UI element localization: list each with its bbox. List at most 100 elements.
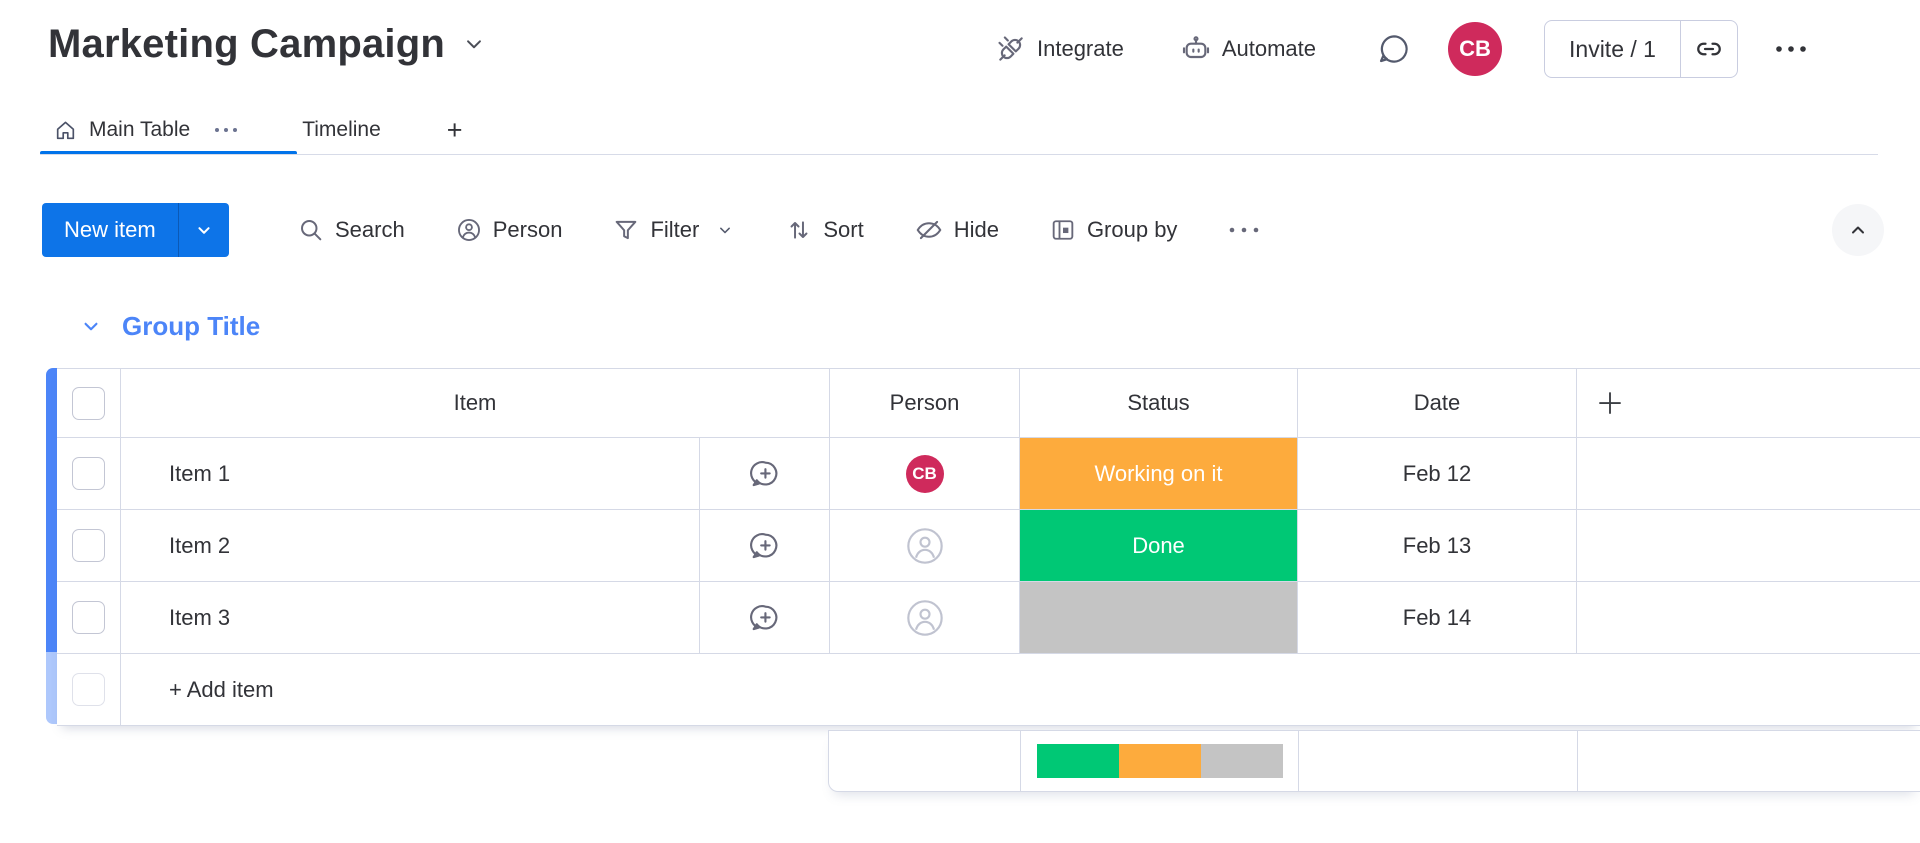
group-summary-row [828,730,1920,792]
empty-person-icon [905,526,945,566]
add-column-cell [1577,368,1920,438]
summary-empty-cell [1578,731,1920,791]
status-segment-done[interactable] [1036,744,1119,778]
integrate-plug-icon [995,33,1027,65]
person-filter-button[interactable]: Person [455,216,563,244]
add-item-row: + Add item [57,654,1920,726]
copy-link-button[interactable] [1679,21,1737,77]
add-conversation-icon[interactable] [748,601,782,635]
header-actions: Integrate Automate CB Invite / 1 [995,20,1810,78]
select-all-cell [57,368,121,438]
item-name-cell[interactable]: Item 2 [121,510,700,582]
table-header-row: Item Person Status Date [57,368,1920,438]
status-cell[interactable] [1020,582,1298,654]
chat-bubble-icon[interactable] [1376,31,1412,67]
collapse-toolbar-button[interactable] [1832,204,1884,256]
status-distribution-bar[interactable] [1036,744,1283,778]
summary-date-cell [1299,731,1578,791]
chevron-down-icon[interactable] [461,31,487,57]
conversation-cell[interactable] [700,582,830,654]
user-avatar[interactable]: CB [1448,22,1503,76]
invite-label[interactable]: Invite / 1 [1569,35,1656,62]
person-avatar[interactable]: CB [905,454,944,493]
new-item-button[interactable]: New item [42,203,229,257]
tab-main-table-label: Main Table [89,118,191,141]
group-title[interactable]: Group Title [122,310,261,341]
conversation-cell[interactable] [700,510,830,582]
integrate-button[interactable]: Integrate [995,33,1124,65]
item-name-cell[interactable]: Item 1 [121,438,700,510]
active-tab-underline [40,151,297,155]
tab-main-table[interactable]: Main Table [53,118,190,143]
new-item-dropdown[interactable] [177,203,229,257]
toolbar-more-ellipsis-icon[interactable] [1227,223,1261,237]
table-row: Item 3 Feb 14 [57,582,1920,654]
filter-button[interactable]: Filter [612,216,735,244]
status-segment-working[interactable] [1118,744,1201,778]
filter-funnel-icon [612,216,640,244]
row-select-cell [57,654,121,726]
group-header: Group Title [78,304,260,348]
column-header-date[interactable]: Date [1298,368,1577,438]
group-color-bar [46,368,57,652]
hide-button[interactable]: Hide [914,215,999,245]
add-column-button[interactable] [1595,388,1625,418]
empty-cell [1577,510,1920,582]
row-checkbox[interactable] [72,529,105,562]
add-conversation-icon[interactable] [748,457,782,491]
conversation-cell[interactable] [700,438,830,510]
add-view-button[interactable]: + [446,114,463,145]
summary-person-cell [829,731,1021,791]
person-label: Person [492,217,563,242]
chevron-up-icon [1846,218,1870,242]
table-row: Item 1 CB Working on it Feb 12 [57,438,1920,510]
row-select-cell [57,438,121,510]
sort-arrows-icon [785,216,813,244]
empty-cell [1577,582,1920,654]
new-item-label[interactable]: New item [64,217,156,242]
date-cell[interactable]: Feb 13 [1298,510,1577,582]
row-checkbox[interactable] [72,457,105,490]
invite-button[interactable]: Invite / 1 [1544,20,1738,78]
board-menu-ellipsis-icon[interactable] [1772,39,1810,59]
add-conversation-icon[interactable] [748,529,782,563]
group-collapse-chevron-icon[interactable] [78,313,104,339]
tab-timeline[interactable]: Timeline [302,118,381,142]
board-header: Marketing Campaign [48,16,487,72]
status-segment-blank[interactable] [1200,744,1283,778]
sort-label: Sort [823,217,864,242]
status-cell[interactable]: Done [1020,510,1298,582]
row-checkbox-disabled [72,673,105,706]
table-grid: Item Person Status Date Item 1 [57,368,1920,726]
group-by-button[interactable]: Group by [1049,216,1177,244]
column-header-person[interactable]: Person [830,368,1020,438]
add-item-button[interactable]: + Add item [121,654,1920,726]
person-icon [455,216,483,244]
board-title[interactable]: Marketing Campaign [48,21,445,66]
column-header-item[interactable]: Item [121,368,830,438]
person-cell[interactable] [830,582,1020,654]
person-cell[interactable] [830,510,1020,582]
column-header-status[interactable]: Status [1020,368,1298,438]
row-checkbox[interactable] [72,601,105,634]
group-by-icon [1049,216,1077,244]
date-cell[interactable]: Feb 12 [1298,438,1577,510]
sort-button[interactable]: Sort [785,216,864,244]
empty-cell [1577,438,1920,510]
search-button[interactable]: Search [297,216,405,244]
date-cell[interactable]: Feb 14 [1298,582,1577,654]
hide-label: Hide [953,217,999,242]
view-tabs: Main Table Timeline + [53,108,463,152]
item-name-cell[interactable]: Item 3 [121,582,700,654]
tabs-divider [40,154,1878,155]
automate-button[interactable]: Automate [1180,33,1316,65]
integrate-label: Integrate [1037,36,1124,61]
status-cell[interactable]: Working on it [1020,438,1298,510]
person-cell[interactable]: CB [830,438,1020,510]
group-color-bar-faded [46,652,57,724]
search-label: Search [335,217,405,242]
tab-options-ellipsis-icon[interactable] [212,124,240,136]
filter-chevron-down-icon[interactable] [715,220,735,240]
filter-label: Filter [650,217,700,242]
select-all-checkbox[interactable] [72,386,105,420]
